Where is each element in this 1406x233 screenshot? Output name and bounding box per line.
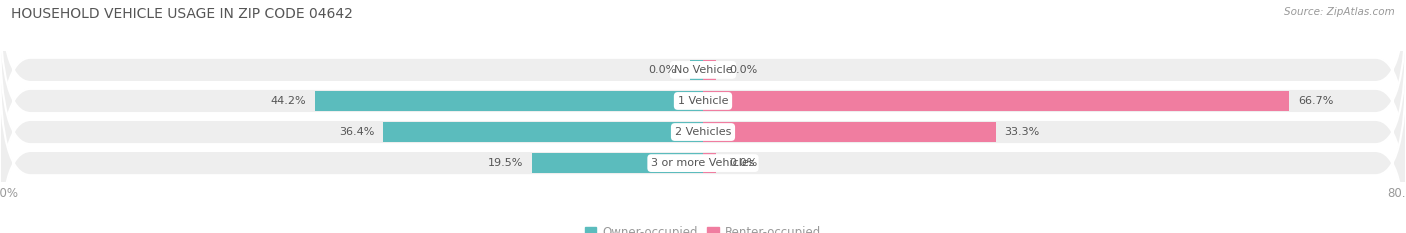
Bar [703, 60, 716, 79]
Legend: Owner-occupied, Renter-occupied: Owner-occupied, Renter-occupied [579, 221, 827, 233]
Bar [703, 122, 995, 142]
Bar [703, 154, 716, 173]
Text: 1 Vehicle: 1 Vehicle [678, 96, 728, 106]
Text: 0.0%: 0.0% [730, 158, 758, 168]
Bar [703, 91, 1289, 111]
Text: 66.7%: 66.7% [1298, 96, 1333, 106]
FancyBboxPatch shape [0, 66, 1406, 233]
FancyBboxPatch shape [0, 0, 1406, 167]
Text: 44.2%: 44.2% [270, 96, 307, 106]
Text: 36.4%: 36.4% [339, 127, 374, 137]
Bar [315, 91, 703, 111]
Text: 2 Vehicles: 2 Vehicles [675, 127, 731, 137]
Text: 33.3%: 33.3% [1004, 127, 1039, 137]
Bar [382, 122, 703, 142]
Text: 19.5%: 19.5% [488, 158, 523, 168]
Bar [690, 60, 703, 79]
Text: Source: ZipAtlas.com: Source: ZipAtlas.com [1284, 7, 1395, 17]
FancyBboxPatch shape [0, 35, 1406, 229]
Text: HOUSEHOLD VEHICLE USAGE IN ZIP CODE 04642: HOUSEHOLD VEHICLE USAGE IN ZIP CODE 0464… [11, 7, 353, 21]
Bar [531, 154, 703, 173]
Text: No Vehicle: No Vehicle [673, 65, 733, 75]
FancyBboxPatch shape [0, 4, 1406, 198]
Text: 0.0%: 0.0% [648, 65, 676, 75]
Text: 3 or more Vehicles: 3 or more Vehicles [651, 158, 755, 168]
Text: 0.0%: 0.0% [730, 65, 758, 75]
